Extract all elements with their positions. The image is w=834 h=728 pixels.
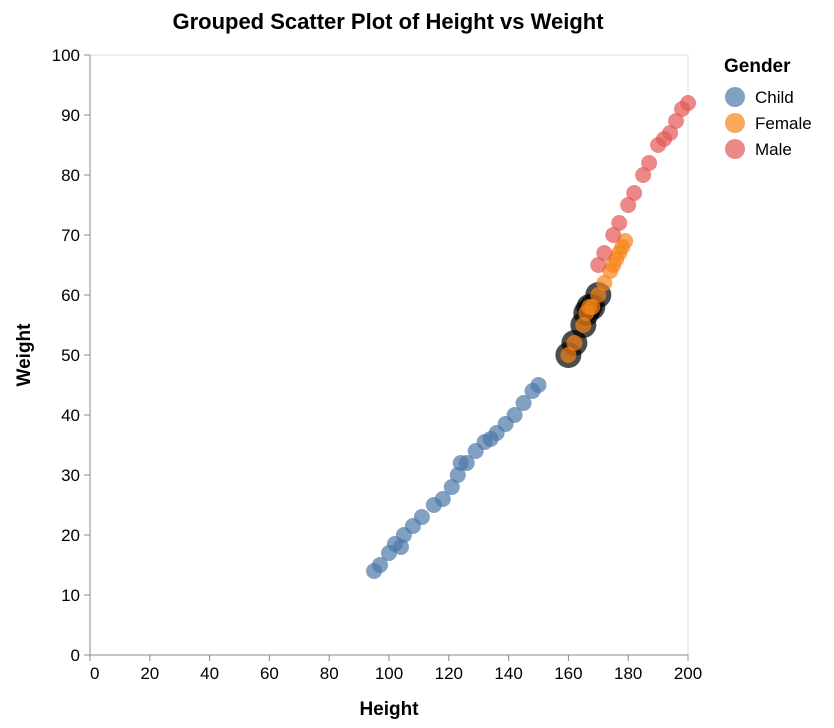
- x-tick-label: 80: [320, 664, 339, 683]
- plot-area: [89, 54, 689, 656]
- data-point-child: [449, 467, 466, 483]
- y-tick-label: 80: [61, 166, 80, 185]
- data-point-child: [413, 509, 430, 525]
- plot-frame: [89, 54, 689, 656]
- data-point-male: [611, 215, 628, 231]
- y-tick-label: 30: [61, 466, 80, 485]
- data-point-male: [620, 197, 637, 213]
- data-point-child: [372, 557, 389, 573]
- data-point-male: [605, 227, 622, 243]
- x-axis-title: Height: [359, 699, 419, 720]
- data-point-male: [596, 245, 613, 261]
- legend-label-male: Male: [755, 140, 792, 159]
- data-point-male: [590, 257, 607, 273]
- data-point-female: [584, 299, 601, 315]
- x-tick-label: 20: [140, 664, 159, 683]
- y-tick-label: 100: [52, 46, 80, 65]
- y-axis-title: Weight: [14, 323, 35, 387]
- data-point-female: [575, 317, 592, 333]
- legend-symbol-male: [725, 139, 745, 159]
- legend-title: Gender: [724, 56, 791, 77]
- x-tick-label: 0: [90, 664, 99, 683]
- data-point-child: [392, 539, 409, 555]
- data-point-child: [434, 491, 451, 507]
- x-tick-label: 100: [375, 664, 403, 683]
- x-tick-label: 200: [674, 664, 702, 683]
- data-point-male: [641, 155, 658, 171]
- y-tick-label: 40: [61, 406, 80, 425]
- data-point-female: [590, 287, 607, 303]
- y-tick-label: 0: [71, 646, 80, 665]
- data-point-female: [560, 347, 577, 363]
- legend-label-child: Child: [755, 88, 794, 107]
- chart-title: Grouped Scatter Plot of Height vs Weight: [172, 9, 604, 34]
- y-tick-label: 70: [61, 226, 80, 245]
- legend-symbol-child: [725, 87, 745, 107]
- data-point-child: [458, 455, 475, 471]
- y-tick-label: 10: [61, 586, 80, 605]
- data-point-child: [530, 377, 547, 393]
- data-point-male: [635, 167, 652, 183]
- legend: Gender Child Female Male: [724, 56, 812, 159]
- legend-label-female: Female: [755, 114, 812, 133]
- data-point-male: [662, 125, 679, 141]
- y-tick-label: 50: [61, 346, 80, 365]
- y-tick-label: 20: [61, 526, 80, 545]
- points-layer: [366, 95, 696, 579]
- y-tick-label: 90: [61, 106, 80, 125]
- legend-symbol-female: [725, 113, 745, 133]
- y-tick-label: 60: [61, 286, 80, 305]
- data-point-male: [668, 113, 685, 129]
- x-tick-label: 60: [260, 664, 279, 683]
- data-point-child: [515, 395, 532, 411]
- data-point-male: [626, 185, 643, 201]
- x-tick-label: 120: [435, 664, 463, 683]
- data-point-female: [617, 233, 634, 249]
- x-tick-label: 40: [200, 664, 219, 683]
- x-tick-label: 160: [554, 664, 582, 683]
- x-tick-label: 180: [614, 664, 642, 683]
- x-axis: 0 20 40 60 80 100 120 140 160 180 200: [89, 654, 702, 683]
- data-point-male: [680, 95, 696, 111]
- data-point-child: [506, 407, 523, 423]
- y-axis: 0 10 20 30 40 50 60 70 80 90 100: [52, 46, 91, 665]
- data-point-child: [443, 479, 460, 495]
- x-tick-label: 140: [494, 664, 522, 683]
- data-point-female: [596, 275, 613, 291]
- data-point-female: [566, 335, 583, 351]
